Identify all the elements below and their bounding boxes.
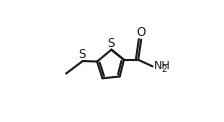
Text: S: S [78, 48, 85, 61]
Text: NH: NH [154, 61, 170, 71]
Text: 2: 2 [162, 65, 167, 74]
Text: O: O [137, 26, 146, 40]
Text: S: S [108, 37, 115, 50]
